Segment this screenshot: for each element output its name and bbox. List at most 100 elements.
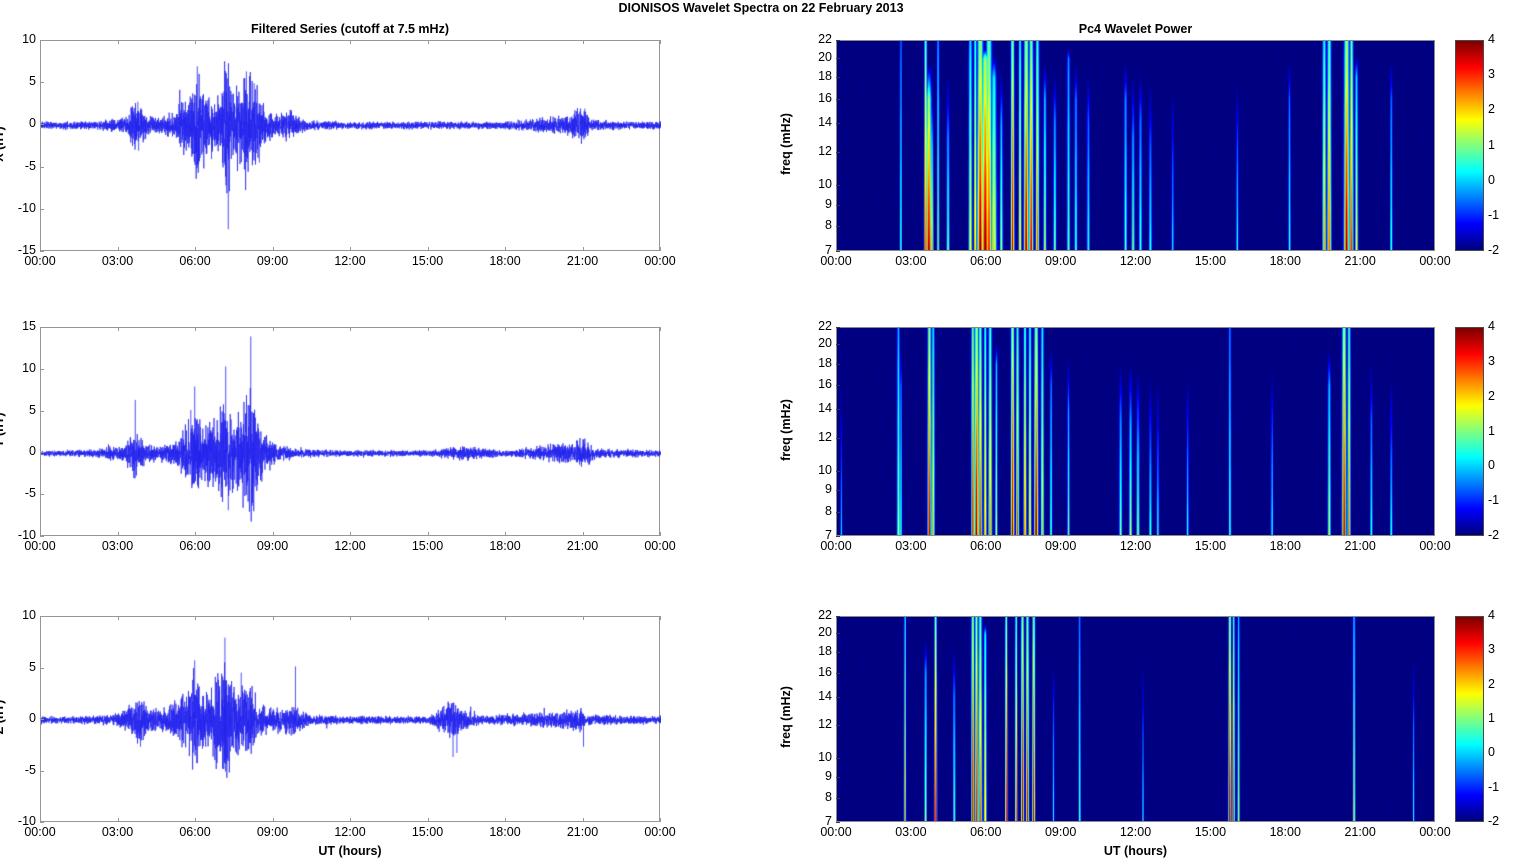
colorbar-tick-label: -1 <box>1488 779 1500 794</box>
colorbar-tick-label: -2 <box>1488 814 1500 828</box>
xtick-mark <box>660 247 661 251</box>
freq-tick-mark <box>836 633 840 634</box>
colorbar-tick-label: 1 <box>1488 711 1495 725</box>
right-column-title: Pc4 Wavelet Power <box>1078 22 1193 36</box>
xtick-label: 12:00 <box>1119 254 1152 268</box>
xtick-mark <box>660 818 661 822</box>
ytick-label: 5 <box>29 402 36 417</box>
xtick-mark-top <box>583 40 584 44</box>
xtick-label: 12:00 <box>1119 825 1152 839</box>
xtick-label: 18:00 <box>489 539 521 553</box>
freq-tick-label: 14 <box>818 401 832 416</box>
xtick-mark-top <box>350 616 351 620</box>
freq-tick-label: 7 <box>825 814 832 828</box>
xtick-label: 03:00 <box>101 539 134 553</box>
freq-tick-label: 12 <box>818 143 832 158</box>
xtick-label: 06:00 <box>179 825 211 839</box>
xtick-mark <box>273 818 274 822</box>
ytick-label: -10 <box>17 814 36 828</box>
xtick-label: 09:00 <box>1044 539 1077 553</box>
freq-tick-label: 7 <box>825 528 832 542</box>
colorbar-tick-label: 4 <box>1488 32 1495 46</box>
freq-tick-mark <box>836 777 840 778</box>
left-xaxis-label: UT (hours) <box>318 844 382 858</box>
colorbar-tick-label: 1 <box>1488 137 1495 152</box>
xtick-mark <box>40 247 41 251</box>
ytick-mark <box>40 452 44 453</box>
xtick-mark <box>195 532 196 536</box>
xtick-mark-top <box>350 40 351 44</box>
timeseries-yaxis-label: Y (nT) <box>0 411 6 447</box>
freq-tick-label: 12 <box>818 717 832 732</box>
xtick-mark-top <box>505 327 506 331</box>
freq-tick-label: 10 <box>818 462 832 477</box>
freq-tick-mark <box>836 205 840 206</box>
freq-tick-mark <box>836 652 840 653</box>
spectrogram-z <box>836 616 1435 822</box>
ytick-mark <box>40 124 44 125</box>
xtick-mark <box>40 818 41 822</box>
freq-tick-mark <box>836 822 840 823</box>
xtick-label: 00:00 <box>24 254 56 268</box>
colorbar <box>1455 616 1484 822</box>
xtick-mark-top <box>428 327 429 331</box>
xtick-mark-top <box>40 40 41 44</box>
xtick-label: 09:00 <box>1044 254 1077 268</box>
xtick-label: 03:00 <box>895 539 927 553</box>
freq-tick-mark <box>836 471 840 472</box>
xtick-label: 12:00 <box>334 254 366 268</box>
xtick-mark <box>195 247 196 251</box>
colorbar-tick-label: 2 <box>1488 388 1495 403</box>
colorbar-tick-label: 0 <box>1488 458 1495 473</box>
ytick-label: -10 <box>17 200 36 215</box>
xtick-label: 15:00 <box>1194 254 1227 268</box>
xtick-mark <box>273 532 274 536</box>
freq-tick-label: 10 <box>818 749 832 764</box>
colorbar-tick-label: 3 <box>1488 642 1495 657</box>
colorbar-tick-label: 0 <box>1488 172 1495 187</box>
timeseries-axes-x <box>40 40 661 252</box>
ytick-label: 10 <box>22 360 36 375</box>
colorbar-tick-label: -2 <box>1488 243 1500 257</box>
freq-tick-mark <box>836 697 840 698</box>
spectrogram-image <box>837 617 1434 821</box>
xtick-label: 18:00 <box>1269 825 1301 839</box>
freq-tick-mark <box>836 798 840 799</box>
freq-tick-label: 18 <box>818 644 832 659</box>
freq-tick-label: 16 <box>818 665 832 680</box>
colorbar-tick-label: -1 <box>1488 207 1500 222</box>
freq-tick-mark <box>836 251 840 252</box>
xtick-mark-top <box>40 616 41 620</box>
xtick-label: 06:00 <box>179 539 211 553</box>
timeseries-axes-y <box>40 327 661 537</box>
colorbar-gradient <box>1456 328 1483 535</box>
xtick-mark <box>428 532 429 536</box>
freq-tick-mark <box>836 226 840 227</box>
ytick-label: 5 <box>29 74 36 89</box>
xtick-mark-top <box>118 40 119 44</box>
xtick-label: 09:00 <box>256 254 289 268</box>
spectrogram-yaxis-label: freq (mHz) <box>779 112 793 175</box>
colorbar-tick-label: 0 <box>1488 745 1495 760</box>
ytick-label: -5 <box>24 158 36 173</box>
colorbar-gradient <box>1456 617 1483 821</box>
xtick-label: 15:00 <box>411 825 444 839</box>
xtick-label: 21:00 <box>566 254 599 268</box>
xtick-mark-top <box>428 40 429 44</box>
colorbar <box>1455 40 1484 251</box>
timeseries-trace <box>41 617 661 823</box>
xtick-label: 00:00 <box>644 254 676 268</box>
freq-tick-mark <box>836 58 840 59</box>
freq-tick-mark <box>836 185 840 186</box>
xtick-label: 00:00 <box>24 825 56 839</box>
ytick-mark <box>40 822 44 823</box>
xtick-label: 00:00 <box>1419 539 1451 553</box>
xtick-label: 15:00 <box>1194 539 1227 553</box>
freq-tick-mark <box>836 40 840 41</box>
xtick-mark <box>118 247 119 251</box>
xtick-label: 15:00 <box>411 539 444 553</box>
ytick-label: -5 <box>24 762 36 777</box>
xtick-label: 09:00 <box>256 539 289 553</box>
colorbar-tick-label: -2 <box>1488 528 1500 542</box>
freq-tick-mark <box>836 409 840 410</box>
